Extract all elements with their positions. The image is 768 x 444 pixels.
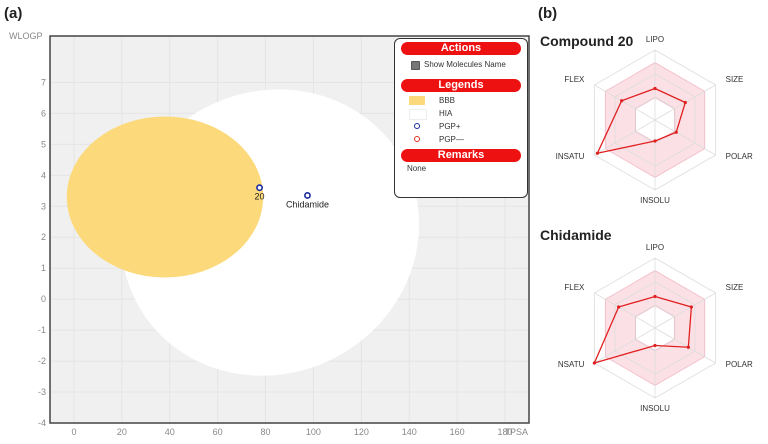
- y-tick-label: 5: [41, 139, 46, 149]
- legend-ring-icon: [414, 136, 420, 142]
- radar-spoke: [594, 84, 656, 121]
- x-tick-label: 140: [402, 427, 417, 437]
- radar-axis-label: FLEX: [564, 75, 585, 84]
- radar-axis-label: LIPO: [646, 35, 664, 44]
- remarks-header: Remarks: [401, 149, 521, 162]
- legend-item-label: BBB: [439, 96, 456, 105]
- x-tick-label: 180: [498, 427, 513, 437]
- x-tick-label: 160: [450, 427, 465, 437]
- radar-point: [620, 99, 624, 103]
- y-tick-label: 4: [41, 170, 46, 180]
- x-tick-label: 20: [117, 427, 127, 437]
- radar-spoke: [654, 292, 716, 329]
- legend-ring-icon: [414, 123, 420, 129]
- x-tick-label: 120: [354, 427, 369, 437]
- y-tick-label: -4: [38, 418, 46, 428]
- radar-point: [683, 100, 687, 105]
- legend-items: BBB HIA PGP+ PGP—: [395, 94, 527, 146]
- y-axis-label: WLOGP: [9, 31, 43, 41]
- legend-item-label: HIA: [439, 109, 453, 118]
- radar-point: [595, 151, 600, 155]
- y-tick-label: 6: [41, 108, 46, 118]
- x-tick-label: 80: [261, 427, 271, 437]
- radar-chart-compound20: LIPO SIZE POLAR INSOLU INSATU FLEX: [556, 35, 753, 205]
- radar-axis-label: NSATU: [558, 360, 585, 369]
- legend-panel: Actions Show Molecules Name Legends BBB H…: [394, 38, 528, 198]
- radar-axis-label: INSOLU: [640, 196, 670, 205]
- y-tick-label: 0: [41, 294, 46, 304]
- radar-point: [653, 343, 657, 348]
- x-tick-label: 100: [306, 427, 321, 437]
- radar-axis-label: POLAR: [726, 152, 753, 161]
- data-point-label: 20: [255, 192, 265, 202]
- y-tick-label: 7: [41, 77, 46, 87]
- y-tick-label: 3: [41, 201, 46, 211]
- x-tick-label: 0: [71, 427, 76, 437]
- x-tick-label: 40: [165, 427, 175, 437]
- radar-point: [592, 361, 596, 365]
- radar-axis-label: FLEX: [564, 283, 585, 292]
- radar-point: [653, 294, 657, 299]
- radar-axis-label: SIZE: [726, 283, 744, 292]
- legend-swatch-icon: [409, 96, 425, 105]
- panel-a-label: (a): [4, 5, 23, 22]
- actions-header: Actions: [401, 42, 521, 55]
- data-point: [304, 192, 311, 199]
- show-names-checkbox[interactable]: [411, 61, 420, 70]
- radar-point: [653, 86, 657, 91]
- y-tick-label: -1: [38, 325, 46, 335]
- radar-point: [689, 305, 693, 309]
- legend-item-label: PGP—: [439, 135, 464, 144]
- radar-point: [674, 130, 678, 134]
- remarks-row: None: [395, 162, 527, 175]
- x-axis-label: TPSA: [504, 427, 528, 437]
- radar-point: [617, 305, 621, 309]
- legend-item: PGP—: [395, 133, 527, 146]
- plot-frame: [49, 35, 530, 424]
- radar-point: [686, 345, 690, 349]
- radar-axis-label: POLAR: [726, 360, 753, 369]
- radar-axis-label: INSATU: [556, 152, 585, 161]
- y-tick-label: -3: [38, 387, 46, 397]
- radar-spoke: [594, 292, 656, 329]
- radar-spoke: [594, 119, 656, 156]
- boiled-egg-chart: 0 20 40 60 80 100 120 140 160 180 -4 -3 -2 -1 0 1 2 3 4 5 6 7…: [9, 31, 530, 437]
- bbb-region: [66, 116, 264, 278]
- y-tick-label: 1: [41, 263, 46, 273]
- radar-axis-label: INSOLU: [640, 404, 670, 413]
- radar-chart-chidamide: LIPO SIZE POLAR INSOLU NSATU FLEX: [558, 243, 753, 413]
- data-point: [256, 184, 263, 192]
- panel-b-label: (b): [538, 5, 558, 22]
- radar-title-compound20: Compound 20: [540, 33, 634, 49]
- radar-axis-label: SIZE: [726, 75, 744, 84]
- show-names-row[interactable]: Show Molecules Name: [395, 58, 527, 74]
- radar-spoke: [654, 119, 716, 156]
- radar-point: [653, 139, 657, 143]
- legend-item-label: PGP+: [439, 122, 461, 131]
- legend-item: PGP+: [395, 120, 527, 133]
- y-tick-label: 2: [41, 232, 46, 242]
- y-tick-label: -2: [38, 356, 46, 366]
- radar-spoke: [594, 327, 656, 364]
- legend-item: BBB: [395, 94, 527, 107]
- x-tick-label: 60: [213, 427, 223, 437]
- show-names-label: Show Molecules Name: [424, 60, 506, 69]
- legends-header: Legends: [401, 79, 521, 92]
- radar-axis-label: LIPO: [646, 243, 664, 252]
- radar-spoke: [654, 327, 716, 364]
- remarks-text: None: [407, 164, 427, 173]
- data-point-label: Chidamide: [286, 199, 329, 209]
- legend-item: HIA: [395, 107, 527, 120]
- radar-title-chidamide: Chidamide: [540, 227, 612, 243]
- legend-swatch-icon: [409, 109, 427, 120]
